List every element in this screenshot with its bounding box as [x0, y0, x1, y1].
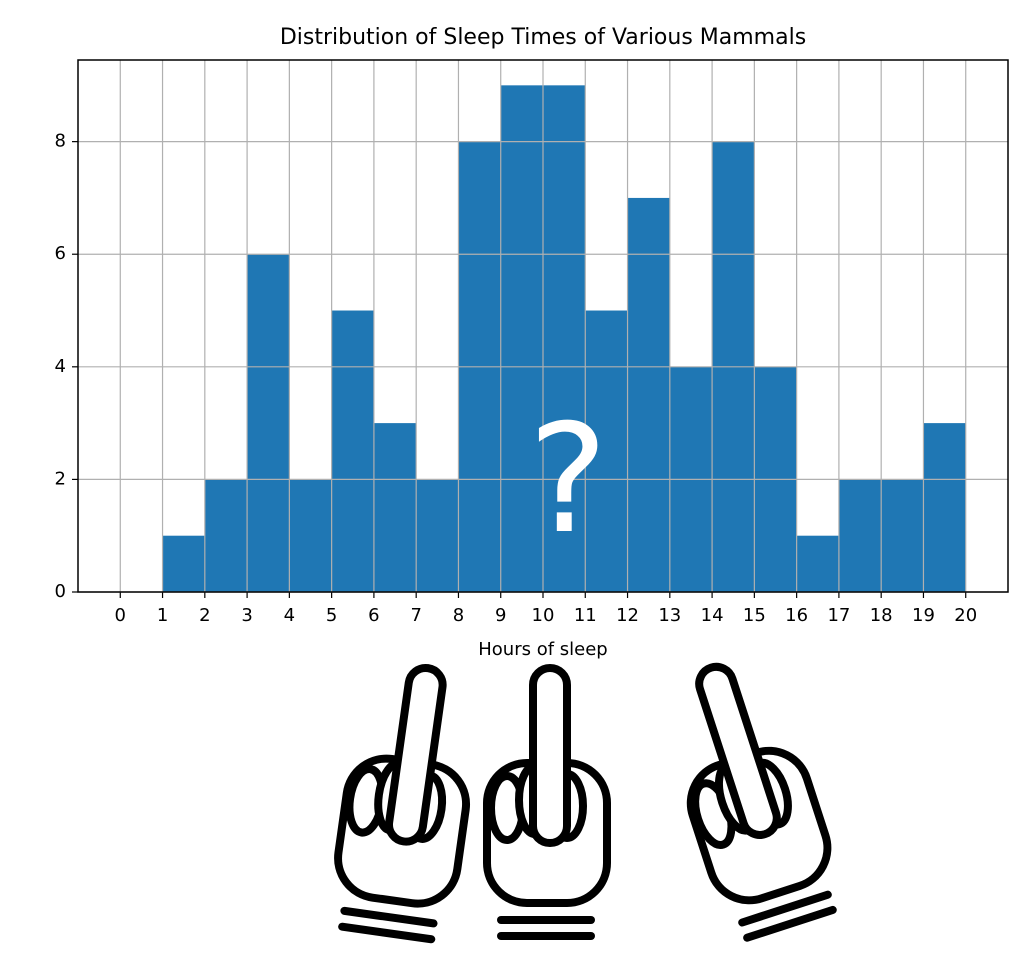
axes-frame [77, 59, 1009, 593]
hand-icon [651, 650, 848, 942]
y-tick-label: 6 [55, 243, 66, 264]
x-tick-label: 9 [495, 605, 506, 626]
y-tick-label: 2 [55, 468, 66, 489]
bar [543, 85, 586, 592]
x-tick-label: 13 [658, 605, 681, 626]
x-tick-label: 12 [616, 605, 639, 626]
bar [881, 479, 924, 592]
x-tick-label: 1 [157, 605, 168, 626]
x-tick-label: 2 [199, 605, 210, 626]
bar [204, 479, 248, 592]
x-tick-label: 15 [743, 605, 766, 626]
y-tick-label: 4 [55, 356, 66, 377]
x-tick-label: 16 [785, 605, 808, 626]
x-tick-label: 19 [912, 605, 935, 626]
bar [838, 479, 882, 592]
x-tick-label: 17 [827, 605, 850, 626]
y-tick-label: 8 [55, 131, 66, 152]
x-tick-label: 5 [326, 605, 337, 626]
x-tick-label: 3 [241, 605, 252, 626]
x-axis-label: Hours of sleep [478, 639, 607, 660]
bar [585, 310, 628, 592]
bar [796, 535, 839, 592]
x-tick-label: 6 [368, 605, 379, 626]
x-tick-label: 20 [954, 605, 977, 626]
x-tick-label: 0 [115, 605, 126, 626]
y-tick-label: 0 [55, 581, 66, 602]
x-tick-label: 14 [701, 605, 724, 626]
bar [500, 85, 543, 592]
chart-title: Distribution of Sleep Times of Various M… [280, 25, 806, 50]
bar [923, 423, 966, 592]
x-tick-label: 10 [532, 605, 555, 626]
x-tick-label: 11 [574, 605, 597, 626]
bar [247, 254, 290, 592]
bar [627, 197, 670, 593]
bar [331, 310, 374, 592]
x-tick-label: 8 [453, 605, 464, 626]
hand-icon [328, 659, 484, 941]
bar [373, 423, 417, 592]
annotation: ? [528, 393, 608, 567]
x-tick-label: 4 [284, 605, 295, 626]
bar [416, 479, 459, 592]
bar [289, 479, 332, 592]
hand-icon [487, 668, 607, 936]
x-tick-label: 7 [410, 605, 421, 626]
bar [162, 535, 205, 592]
x-tick-label: 18 [870, 605, 893, 626]
